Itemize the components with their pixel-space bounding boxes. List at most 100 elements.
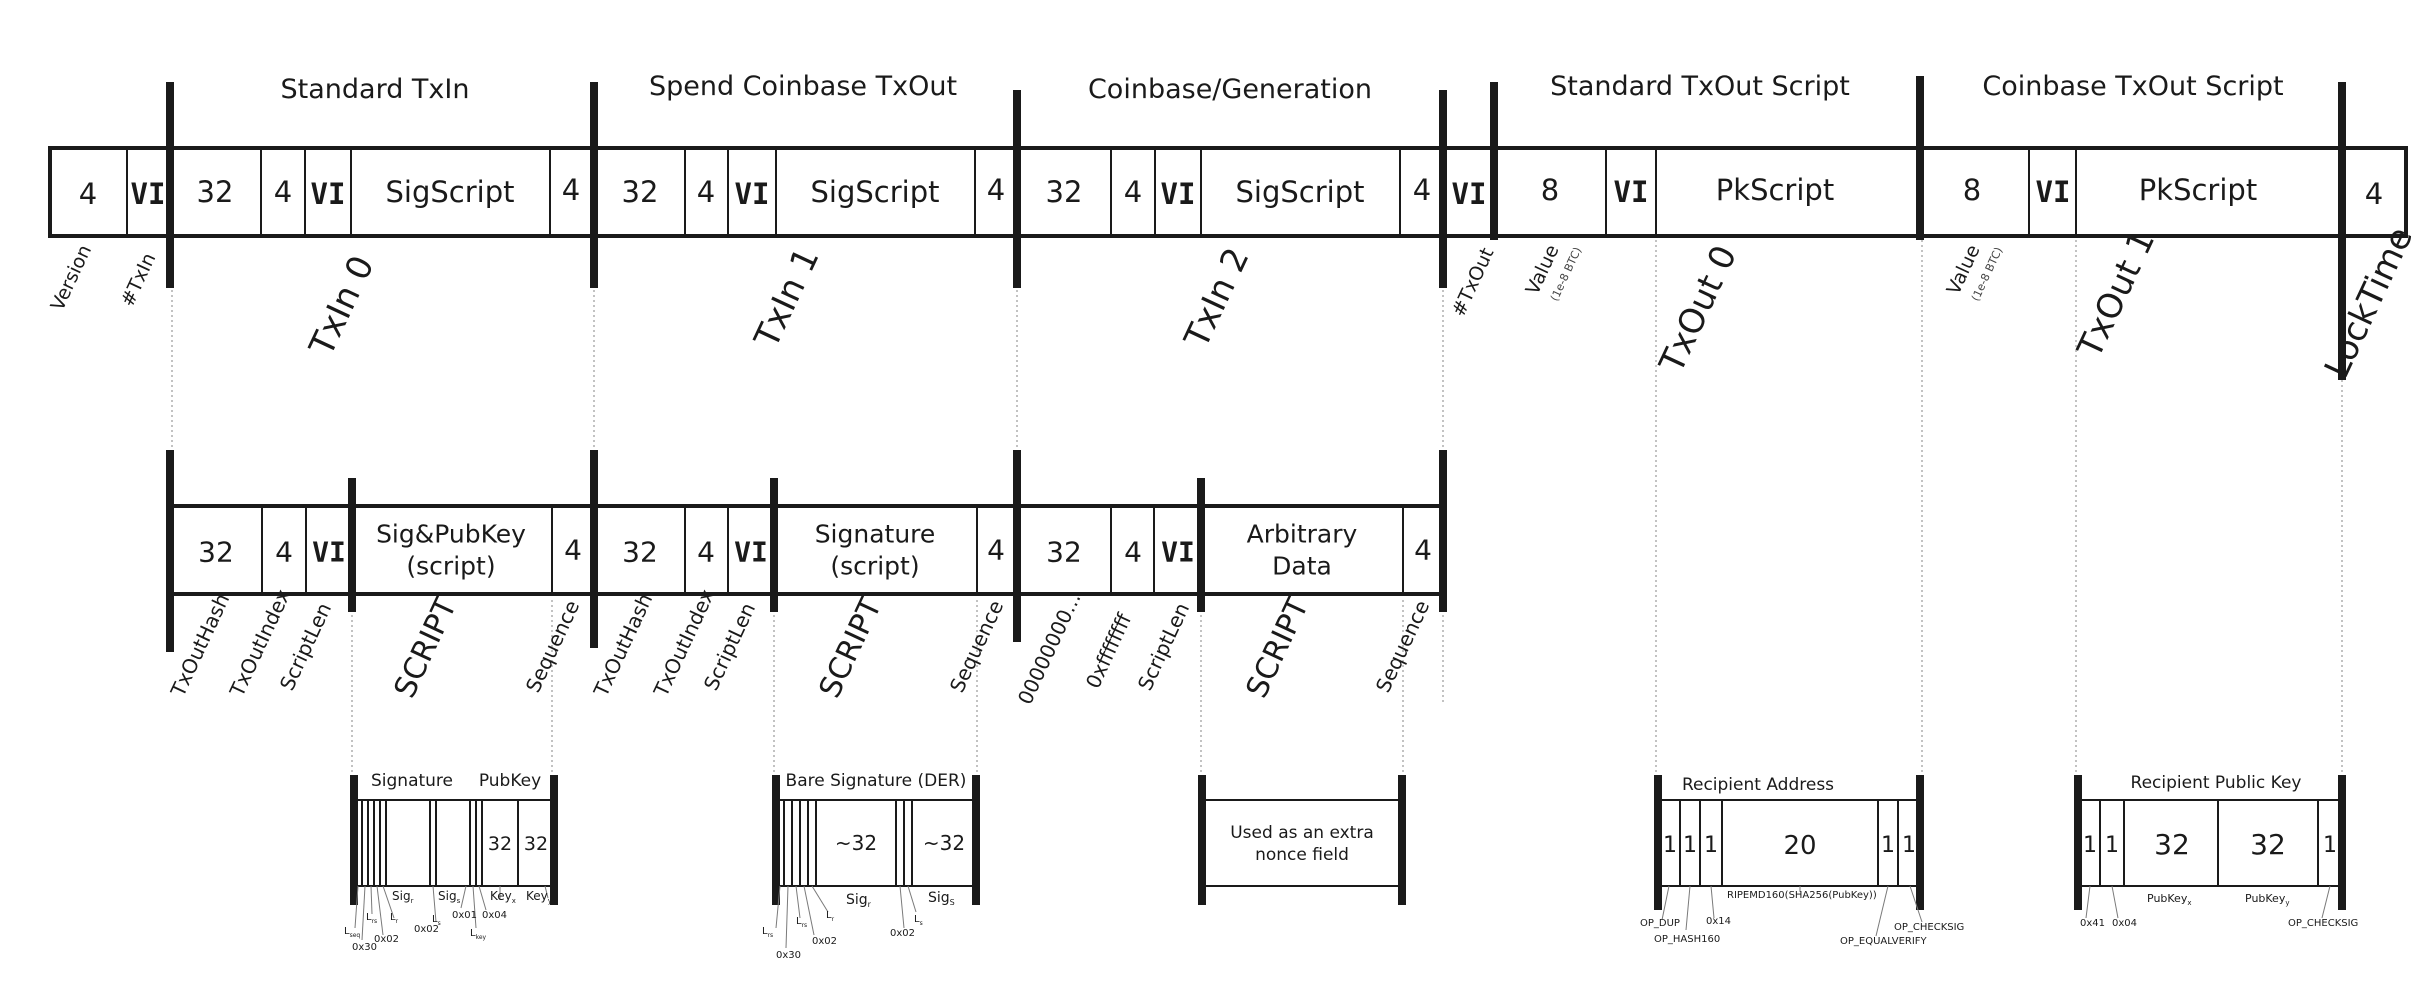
cell-op-hash160-size: 1 xyxy=(1683,833,1697,858)
recipient-address-dividers xyxy=(1679,800,1899,886)
top-row-separators xyxy=(166,76,2346,380)
leader-lines xyxy=(354,885,2331,949)
cell-txin0-sigscript: SigScript xyxy=(386,175,515,209)
middle-row: 32 4 VI Sig&PubKey (script) 4 32 4 VI Si… xyxy=(165,450,1447,708)
label-txout-count: #TxOut xyxy=(1448,244,1499,320)
cell-sigpubkey-line1: Sig&PubKey xyxy=(376,520,526,549)
note-op-checksig: OP_CHECKSIG xyxy=(1894,922,1964,933)
note-sig-r: Sigr xyxy=(392,889,414,905)
cell-op-checksig-size-1: 1 xyxy=(2323,833,2337,858)
cell-txout-count-varint: VI xyxy=(1452,177,1487,211)
cell-txin1-sequence-size: 4 xyxy=(987,173,1005,207)
cell-sequence-size-1: 4 xyxy=(987,534,1005,567)
note-sighash-type: 0x01 xyxy=(452,910,477,921)
cell-coinbase-hash-size: 32 xyxy=(1046,536,1082,569)
cell-txin2-sigscript: SigScript xyxy=(1236,175,1365,209)
nonce-box xyxy=(1201,799,1403,887)
header-standard-txout-script: Standard TxOut Script xyxy=(1550,71,1850,102)
bare-signature-breakdown: Bare Signature (DER) ~32 ~32 xyxy=(772,771,980,905)
note-pubkey-x: PubKeyx xyxy=(2147,892,2192,907)
label-script: SCRIPT xyxy=(388,592,465,704)
top-cells: 4 VI 32 4 VI SigScript 4 32 4 VI SigScri… xyxy=(79,173,2383,211)
cell-pubkey-y-size: 32 xyxy=(2250,828,2286,861)
note-l-s: Ls xyxy=(432,914,441,927)
header-standard-txin: Standard TxIn xyxy=(281,74,470,105)
label-coinbase-hash: 00000000... xyxy=(1013,588,1086,708)
note-pubkey-y: PubKeyy xyxy=(2245,892,2290,907)
title-recipient-public-key: Recipient Public Key xyxy=(2131,773,2302,793)
bare-signature-dividers xyxy=(783,800,913,886)
cell-signature-line2: (script) xyxy=(830,552,919,581)
cell-txout1-pkscript: PkScript xyxy=(2139,173,2257,207)
recipient-pubkey-dividers xyxy=(2099,800,2319,886)
cell-prefix-size: 1 xyxy=(2105,833,2119,858)
cell-txin1-hash-size: 32 xyxy=(622,175,659,209)
top-headers: Standard TxIn Spend Coinbase TxOut Coinb… xyxy=(281,71,2284,105)
header-coinbase-generation: Coinbase/Generation xyxy=(1088,74,1372,105)
cell-key-y-size: 32 xyxy=(524,833,548,855)
note-l-seq: Lseq xyxy=(344,926,360,939)
note-int-tag-s: 0x02 xyxy=(414,924,439,935)
top-row: Standard TxIn Spend Coinbase TxOut Coinb… xyxy=(47,71,2422,384)
cell-txin1-scriptlen-varint: VI xyxy=(735,177,770,211)
label-txin1: TxIn 1 xyxy=(746,242,827,355)
note-op-dup: OP_DUP xyxy=(1640,918,1680,929)
note-op-checksig-1: OP_CHECKSIG xyxy=(2288,918,2358,929)
note-bare-l-r-total: Lrs xyxy=(796,916,807,929)
note-ripemd160: RIPEMD160(SHA256(PubKey)) xyxy=(1727,890,1877,901)
middle-row-frame xyxy=(168,504,1445,596)
cell-version-size: 4 xyxy=(79,177,97,211)
field-notes: Lseq 0x30 Lrs 0x02 Lr Sigr 0x02 Ls Sigs … xyxy=(344,889,2358,961)
cell-txin0-sequence-size: 4 xyxy=(562,173,580,207)
label-txouthash: TxOutHash xyxy=(165,590,234,701)
top-row-dividers xyxy=(126,148,2077,236)
cell-sig-r-size: ~32 xyxy=(835,831,877,855)
label-txout0: TxOut 0 xyxy=(1651,240,1745,380)
cell-txin0-scriptlen-varint: VI xyxy=(311,177,346,211)
sigpubkey-dividers xyxy=(361,800,519,886)
nonce-text-line2: nonce field xyxy=(1255,845,1349,865)
note-bare-seq-tag: 0x30 xyxy=(776,950,801,961)
label-txin0: TxIn 0 xyxy=(301,250,382,363)
note-key-y: Keyy xyxy=(526,889,552,905)
note-push65: 0x41 xyxy=(2080,918,2105,929)
label-script-2: SCRIPT xyxy=(1240,592,1317,704)
cell-txout1-pklen-varint: VI xyxy=(2036,175,2071,209)
recipient-pubkey-breakdown: Recipient Public Key 1 1 32 32 1 xyxy=(2074,773,2346,910)
cell-txoutindex-size: 4 xyxy=(275,536,293,569)
note-push20: 0x14 xyxy=(1706,916,1731,927)
label-txin2: TxIn 2 xyxy=(1176,242,1257,355)
cell-sequence-size-2: 4 xyxy=(1414,534,1432,567)
note-bare-l-r: Lr xyxy=(826,910,835,923)
label-txouthash-1: TxOutHash xyxy=(588,590,657,701)
cell-txout0-value-size: 8 xyxy=(1541,173,1559,207)
note-l-r: Lr xyxy=(390,912,399,925)
cell-hash-size: 20 xyxy=(1783,831,1816,861)
label-scriptlen-2: ScriptLen xyxy=(1133,599,1194,694)
note-int-tag-r: 0x02 xyxy=(374,934,399,945)
cell-txoutindex-size-1: 4 xyxy=(697,536,715,569)
note-l-rs: Lrs xyxy=(366,912,377,925)
cell-txin2-sequence-size: 4 xyxy=(1413,173,1431,207)
note-seq-tag: 0x30 xyxy=(352,942,377,953)
note-pubkey-prefix-04: 0x04 xyxy=(2112,918,2137,929)
cell-txouthash-size: 32 xyxy=(198,536,234,569)
cell-txin2-index-size: 4 xyxy=(1124,175,1142,209)
label-version: Version xyxy=(47,241,96,314)
label-txout1: TxOut 1 xyxy=(2069,225,2163,365)
note-op-equalverify: OP_EQUALVERIFY xyxy=(1840,936,1928,947)
top-row-frame xyxy=(48,146,2408,238)
note-bare-sig-r: Sigr xyxy=(846,892,872,909)
note-l-key: Lkey xyxy=(470,928,487,941)
cell-txout1-value-size: 8 xyxy=(1963,173,1981,207)
cell-push20-size: 1 xyxy=(1704,833,1718,858)
cell-sig-s-size: ~32 xyxy=(923,831,965,855)
cell-arbitrary-line1: Arbitrary xyxy=(1247,520,1358,549)
note-bare-sig-s: SigS xyxy=(928,890,955,907)
header-coinbase-txout-script: Coinbase TxOut Script xyxy=(1982,71,2283,102)
guide-lines xyxy=(171,240,2343,775)
note-key-x: Keyx xyxy=(490,889,516,905)
nonce-breakdown: Used as an extra nonce field xyxy=(1198,775,1406,905)
note-pubkey-prefix: 0x04 xyxy=(482,910,507,921)
